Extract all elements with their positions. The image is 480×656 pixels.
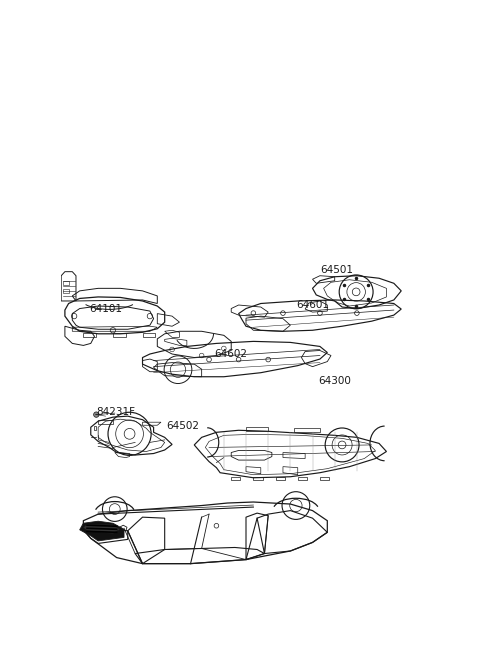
Text: 64601: 64601: [296, 300, 329, 310]
Polygon shape: [80, 522, 124, 541]
Circle shape: [94, 412, 99, 417]
Text: 64300: 64300: [318, 376, 351, 386]
Polygon shape: [84, 524, 120, 533]
Text: 84231F: 84231F: [96, 407, 135, 417]
Text: 64501: 64501: [320, 264, 353, 275]
Text: 64502: 64502: [167, 420, 200, 431]
Text: 64602: 64602: [215, 349, 248, 359]
Text: 64101: 64101: [89, 304, 122, 314]
